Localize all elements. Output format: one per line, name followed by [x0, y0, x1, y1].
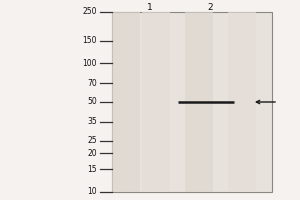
- Text: 70: 70: [87, 79, 97, 88]
- Text: 150: 150: [82, 36, 97, 45]
- Text: 100: 100: [82, 59, 97, 68]
- Text: 35: 35: [87, 117, 97, 126]
- Text: 1: 1: [147, 3, 153, 12]
- Text: 250: 250: [82, 7, 97, 17]
- Text: 10: 10: [87, 188, 97, 196]
- Bar: [112, 12, 140, 192]
- Text: 50: 50: [87, 98, 97, 106]
- Text: 2: 2: [207, 3, 213, 12]
- Text: 20: 20: [87, 149, 97, 158]
- Bar: [185, 12, 213, 192]
- Text: 15: 15: [87, 165, 97, 174]
- Bar: [228, 12, 256, 192]
- Bar: [142, 12, 170, 192]
- Bar: [112, 12, 272, 192]
- Text: 25: 25: [87, 136, 97, 145]
